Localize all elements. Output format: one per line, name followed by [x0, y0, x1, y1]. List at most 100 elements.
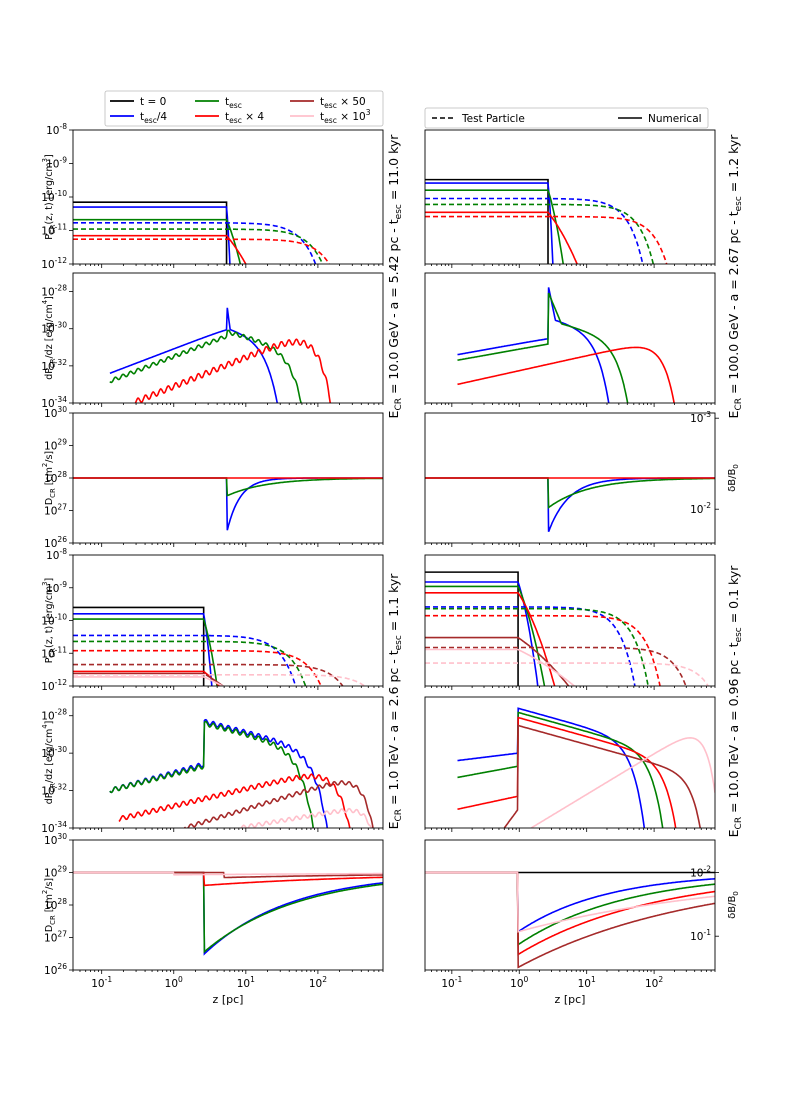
x-axis-label: z [pc]	[213, 993, 244, 1006]
series-A4-t-esc-10-3	[73, 676, 225, 686]
row-group-label-1: ECR = 10.0 GeV - a = 5.42 pc - tesc = 11…	[386, 134, 404, 419]
y-tick-label: 1029​	[44, 438, 67, 453]
legend-line-style: Test Particle Numerical	[424, 107, 709, 129]
series-A2-t-esc-4	[134, 338, 332, 403]
series-A1-t-esc-4-test-particle	[73, 222, 317, 264]
series-A6-t-esc-4	[73, 871, 383, 956]
series-A4-t-esc-50	[73, 672, 225, 686]
panel-B6-frame	[424, 839, 716, 971]
y-tick-label: 1030​	[44, 405, 67, 420]
series-A3-t-esc	[73, 477, 383, 497]
y-tick-label: 1030​	[44, 832, 67, 847]
series-A4-t-esc-test-particle	[73, 640, 307, 686]
y-tick-label: 1027​	[44, 930, 67, 945]
y-axis-label: dPCR/dz [erg/cm4]	[41, 721, 57, 805]
panel-A3: 1026​ 1027​ 1028​ 1029​ 1030​ DCR [cm2/s]	[41, 405, 384, 550]
series-B1-t-0	[425, 178, 549, 264]
series-A4-t-esc-4-test-particle	[73, 634, 297, 686]
series-B4-t-esc-4-test-particle	[425, 606, 636, 686]
panel-A2: 10-34​ 10-32​ 10-30​ 10-28​dPCR/dz [erg/cm4…	[41, 272, 384, 410]
y-tick-label: 10-12​	[41, 678, 67, 693]
legend-label-x1000: tesc × 103​	[320, 108, 371, 125]
series-A1-t-esc-4	[73, 234, 247, 264]
series-A5-t-esc-50	[183, 780, 374, 828]
series-A5-t-esc-10-3	[240, 807, 373, 828]
panel-B6: 10-1​ 100​ 101​ 102​ z [pc] 10-2​ 10-1​ δB/B0​	[424, 839, 740, 1006]
y-tick-label: 1027​	[44, 503, 67, 518]
y-tick-label: 10-11​	[41, 645, 67, 660]
panel-B6-series	[425, 871, 715, 969]
series-A4-t-esc-10-3-test-particle	[73, 674, 366, 686]
x-tick-label: 102​	[309, 975, 327, 990]
x-axis-label: z [pc]	[555, 993, 586, 1006]
y-tick-label: 10-34​	[41, 395, 67, 410]
series-B4-t-esc-4	[425, 592, 556, 686]
panel-B1-series	[425, 178, 668, 264]
series-A2-t-esc-4	[109, 307, 279, 403]
series-B1-t-esc-4-test-particle	[425, 215, 668, 264]
panel-A1: 10-12​ 10-11​ 10-10​ 10-9​ 10-8​ PCR(z, t) [e…	[41, 122, 384, 271]
series-B4-t-esc-4	[425, 581, 539, 686]
series-B4-t-esc-test-particle	[425, 607, 649, 686]
right-axis-label: δB/B0​	[727, 891, 740, 919]
panel-A6: 10-1​ 100​ 101​ 102​ z [pc] 1026​ 1027​ 1028​ 10…	[41, 832, 384, 1006]
series-B5-t-esc-10-3	[530, 736, 715, 828]
panel-B5	[424, 696, 716, 832]
panel-A4: 10-12​ 10-11​ 10-10​ 10-9​ 10-8​ PCR(z, t) [e…	[41, 547, 384, 693]
x-tick-label: 100​	[165, 975, 183, 990]
panel-A4-series	[73, 606, 366, 686]
right-axis-label: δB/B0​	[727, 464, 740, 492]
series-B2-t-esc-4	[457, 346, 675, 403]
legend-label-x4: tesc × 4	[225, 111, 264, 125]
y-tick-label: 1028​	[44, 470, 67, 485]
series-B5-t-esc-4	[457, 707, 646, 828]
panel-A2-frame	[72, 272, 384, 404]
series-B1-t-esc-4	[425, 182, 554, 264]
series-B4-t-0	[425, 571, 519, 686]
panel-A5: 10-34​ 10-32​ 10-30​ 10-28​dPCR/dz [erg/cm4…	[41, 696, 384, 835]
y-tick-label: 10-30​	[41, 745, 67, 760]
legend-label-e: tesc​	[225, 96, 242, 110]
series-B5-t-esc-4	[457, 716, 677, 828]
y-axis-label: PCR(z, t) [erg/cm3]	[41, 578, 57, 664]
y-tick-label: 1028​	[44, 897, 67, 912]
series-B6-t-esc-10-3	[425, 871, 715, 933]
series-B4-t-esc-10-3	[425, 648, 576, 686]
x-tick-label: 102​	[645, 975, 663, 990]
series-A1-t-esc-test-particle	[73, 228, 324, 264]
series-B1-t-esc-test-particle	[425, 203, 655, 264]
x-tick-label: 101​	[578, 975, 596, 990]
series-B4-t-esc	[425, 585, 546, 686]
panel-A1-series	[73, 201, 331, 264]
panel-B2-series	[457, 287, 675, 403]
series-B5-t-esc	[457, 711, 664, 828]
x-tick-label: 10-1​	[91, 975, 112, 990]
y-tick-label: 10-12​	[41, 256, 67, 271]
y-tick-label: 10-32​	[41, 783, 67, 798]
y-tick-label: 10-28​	[41, 708, 67, 723]
right-y-tick-label: 10-3​	[690, 410, 711, 425]
series-A1-t-esc-4	[73, 206, 231, 264]
series-A2-t-esc	[109, 329, 302, 403]
panel-A6-frame	[72, 839, 384, 971]
x-tick-label: 10-1​	[441, 975, 462, 990]
right-y-tick-label: 10-2​	[690, 501, 711, 516]
y-axis-label: DCR [cm2/s]	[41, 878, 57, 932]
panel-A3-series	[73, 477, 383, 531]
right-y-tick-label: 10-2​	[690, 865, 711, 880]
y-tick-label: 10-8​	[46, 547, 67, 562]
panel-B3-series	[425, 477, 715, 532]
series-B4-t-esc-50	[425, 636, 570, 686]
series-A4-t-0	[73, 606, 205, 686]
y-tick-label: 10-8​	[46, 122, 67, 137]
panel-B4-frame	[424, 554, 716, 687]
y-tick-label: 10-32​	[41, 358, 67, 373]
panel-B5-frame	[424, 696, 716, 829]
y-axis-label: PCR(z, t) [erg/cm3]	[41, 154, 57, 240]
panel-B1	[424, 129, 716, 268]
y-tick-label: 10-10​	[41, 189, 67, 204]
y-tick-label: 10-11​	[41, 223, 67, 238]
row-group-label-2: ECR = 100.0 GeV - a = 2.67 pc - tesc = 1…	[726, 134, 744, 419]
series-B3-t-esc-4	[425, 477, 715, 532]
